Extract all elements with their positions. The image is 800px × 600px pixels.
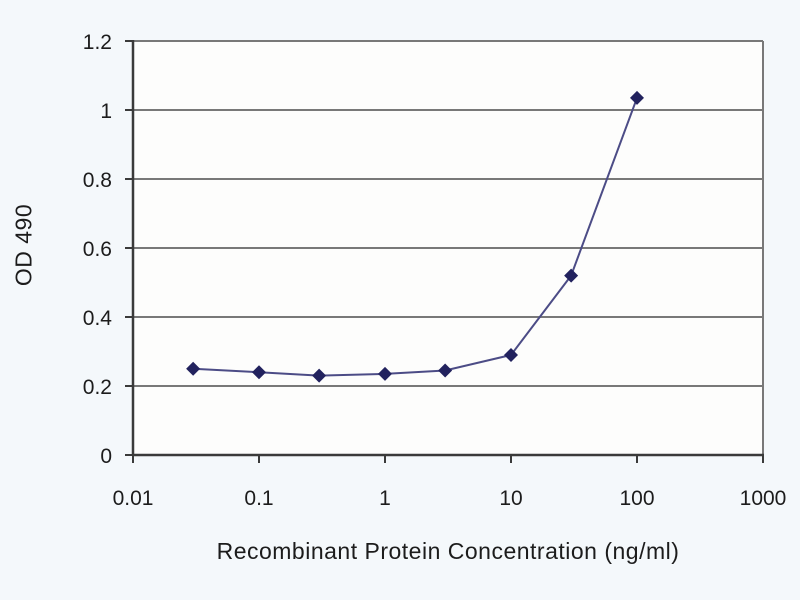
data-point-marker (630, 90, 644, 105)
y-tick-label: 0.2 (83, 376, 112, 399)
data-point-marker (564, 268, 579, 283)
x-tick-label: 10 (499, 487, 522, 510)
y-axis-title: OD 490 (10, 203, 37, 287)
x-tick-label: 0.01 (113, 487, 154, 510)
y-tick-label: 1 (100, 100, 112, 123)
y-tick-label: 1.2 (83, 31, 112, 54)
y-tick-label: 0.6 (83, 238, 112, 261)
series-line (193, 97, 638, 377)
x-tick-label: 1000 (740, 487, 787, 510)
x-tick-label: 1 (379, 487, 391, 510)
x-tick-label: 0.1 (244, 487, 273, 510)
x-axis-title: Recombinant Protein Concentration (ng/ml… (216, 538, 680, 564)
y-tick-label: 0 (100, 445, 112, 468)
data-point-marker (186, 361, 201, 376)
x-tick-label: 100 (619, 487, 654, 510)
data-point-marker (252, 365, 266, 380)
y-tick-label: 0.4 (83, 307, 113, 330)
y-tick-label: 0.8 (83, 169, 112, 192)
data-point-marker (504, 347, 518, 362)
data-point-marker (438, 363, 453, 378)
data-point-marker (312, 368, 327, 383)
data-point-marker (378, 366, 392, 381)
